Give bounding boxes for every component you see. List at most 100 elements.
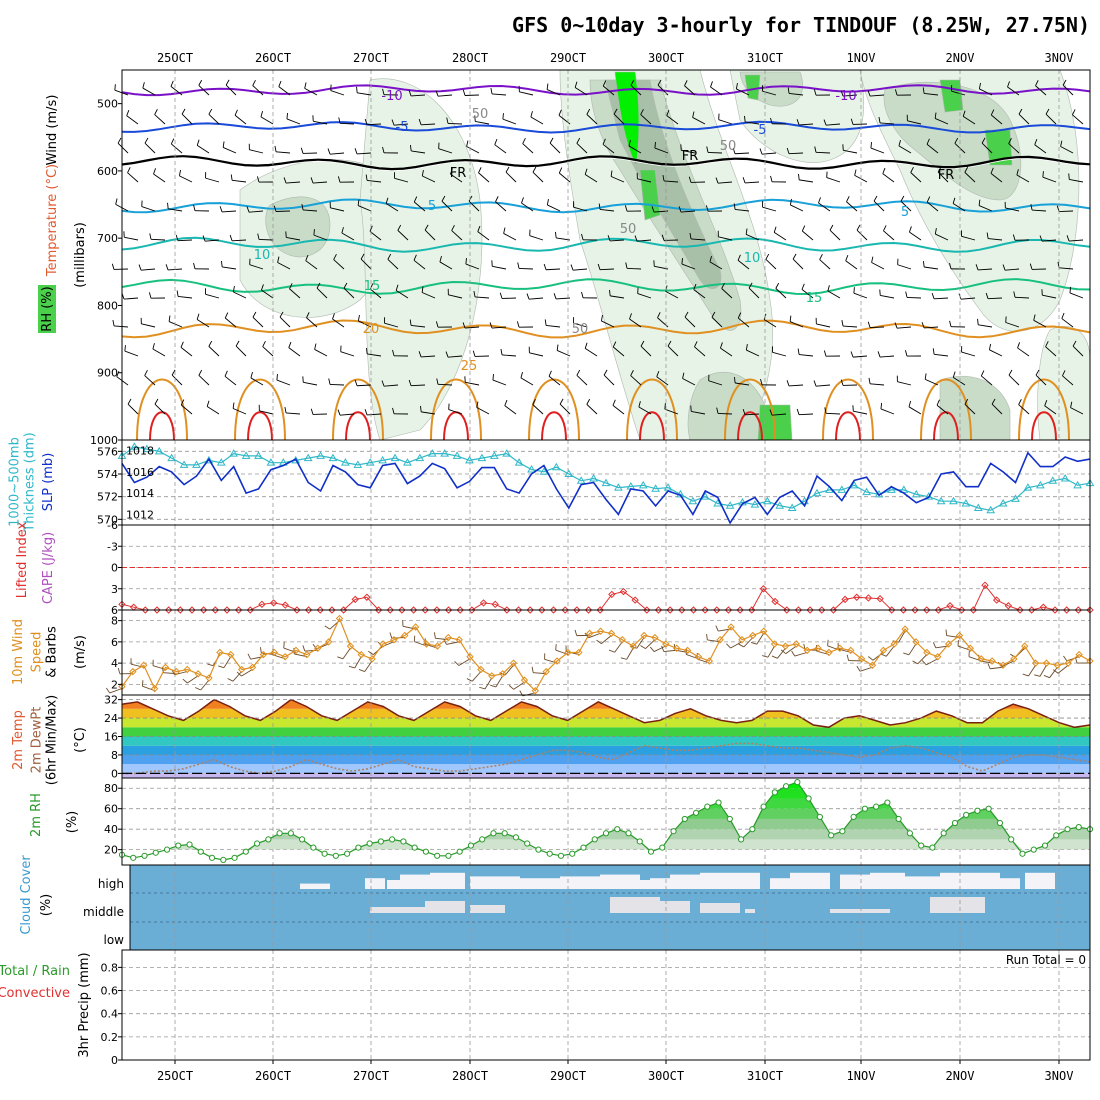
wind10-barb-flag [531, 666, 534, 673]
upper-wind-barb [773, 232, 787, 241]
upper-wind-barb-flag [418, 351, 422, 358]
upper-wind-barb-flag [584, 342, 588, 349]
upper-wind-barb [304, 87, 318, 96]
contour-label: FR [938, 168, 955, 183]
wind10-barb [109, 688, 123, 694]
upper-wind-barb-flag [532, 166, 537, 173]
upper-wind-barb [529, 297, 544, 300]
upper-wind-barb-flag [598, 203, 601, 210]
wind10-barb [859, 666, 873, 672]
temp-band [122, 745, 1090, 755]
upper-wind-barb [926, 201, 939, 212]
upper-wind-barb [799, 179, 814, 183]
upper-wind-barb-flag [154, 109, 158, 115]
wind10-barb-flag [236, 671, 242, 677]
upper-wind-barb [198, 375, 210, 386]
upper-wind-barb [410, 384, 426, 387]
wind10-barb-flag [726, 643, 731, 649]
precip-ytick-label: 0 [111, 1054, 118, 1067]
wind10-point [531, 687, 540, 695]
upper-wind-barb [737, 317, 750, 328]
upper-wind-barb-flag [306, 312, 310, 318]
temp-band [122, 727, 1090, 737]
upper-wind-barb [367, 353, 382, 357]
lifted-index-point [503, 606, 511, 614]
upper-wind-barb-flag [337, 409, 341, 416]
temp2m-ylabel-2: 2m DewPt (6hr Min/Max) [30, 695, 60, 785]
lifted-index-point [864, 594, 873, 602]
lifted-index-point [806, 606, 814, 614]
upper-wind-barb-flag [661, 234, 665, 241]
upper-wind-barb [1062, 375, 1074, 386]
upper-wind-barb-flag [759, 148, 763, 155]
upper-wind-barb [599, 268, 615, 271]
upper-wind-barb [141, 206, 156, 212]
upper-wind-barb [367, 413, 382, 416]
rh2m-point [434, 852, 441, 859]
wind10-barb [232, 671, 242, 682]
upper-wind-barb-flag [232, 286, 235, 293]
upper-wind-barb-flag [584, 168, 588, 175]
upper-wind-barb-flag [492, 374, 494, 381]
upper-wind-barb [981, 375, 993, 386]
upper-wind-barb-flag [500, 348, 503, 355]
upper-wind-barb-flag [922, 260, 925, 268]
upper-wind-barb-flag [357, 314, 360, 322]
upper-wind-barb [259, 410, 274, 415]
cloud-mid-block [700, 903, 740, 913]
upper-wind-barb-flag [688, 176, 692, 183]
upper-wind-barb-flag [980, 370, 985, 377]
precip-ytick-label: 0.6 [101, 985, 119, 998]
wind10-ylabel-1: 10m Wind [11, 619, 26, 685]
thickness-ytick-label: 574 [97, 468, 118, 481]
upper-wind-barb [1035, 374, 1047, 386]
wind10-barb-flag [117, 667, 121, 674]
wind10-point [868, 661, 877, 669]
wind10-barb-flag [640, 645, 646, 649]
upper-ylabel-wind-line: Wind (m/s) [45, 95, 60, 166]
upper-wind-barb [792, 258, 804, 270]
wind10-point [814, 644, 822, 652]
upper-wind-barb-flag [715, 177, 719, 184]
wind10-barb-flag [454, 661, 460, 666]
upper-wind-barb-flag [260, 110, 264, 117]
upper-wind-barb-flag [634, 235, 638, 242]
wind10-barb-flag [880, 653, 887, 657]
upper-wind-barb-flag [168, 315, 171, 322]
upper-wind-barb-flag [737, 312, 742, 319]
temperature-contour-30 [1031, 411, 1057, 440]
upper-wind-barb-flag [656, 370, 660, 377]
upper-wind-barb-flag [692, 111, 695, 118]
thickness-point [378, 455, 387, 464]
upper-wind-barb-flag [880, 402, 883, 409]
upper-wind-barb [1045, 346, 1057, 357]
wind10-barb-flag [945, 629, 948, 636]
rh-shading [1037, 325, 1090, 440]
upper-wind-barb-flag [549, 137, 554, 144]
contour-label: -10 [381, 89, 402, 104]
wind10-barb [626, 647, 634, 660]
upper-wind-barb-flag [850, 351, 854, 358]
wind10-point [259, 650, 268, 659]
upper-wind-barb-flag [894, 322, 898, 329]
wind10-ylabel-2-line: Speed [30, 632, 45, 673]
upper-wind-barb [559, 403, 571, 415]
upper-wind-barb-flag [710, 81, 713, 88]
upper-wind-barb [476, 406, 490, 415]
rh2m-point [647, 848, 655, 855]
rh2m-point [152, 849, 159, 856]
wind10-barb-flag [706, 633, 708, 641]
upper-wind-barb [656, 376, 669, 386]
wind10-point [216, 648, 224, 657]
upper-wind-barb-flag [827, 285, 830, 292]
temp-band [122, 718, 1090, 728]
cloud-high-block [650, 878, 670, 889]
upper-wind-barb [637, 178, 652, 183]
upper-wind-barb-flag [202, 235, 206, 242]
upper-wind-barb [870, 383, 885, 386]
thickness-point [1011, 494, 1020, 502]
temperature-contour-25 [1018, 378, 1070, 440]
contour-label: 10 [744, 251, 761, 266]
upper-wind-barb [394, 177, 409, 183]
upper-wind-barb-flag [553, 293, 557, 300]
